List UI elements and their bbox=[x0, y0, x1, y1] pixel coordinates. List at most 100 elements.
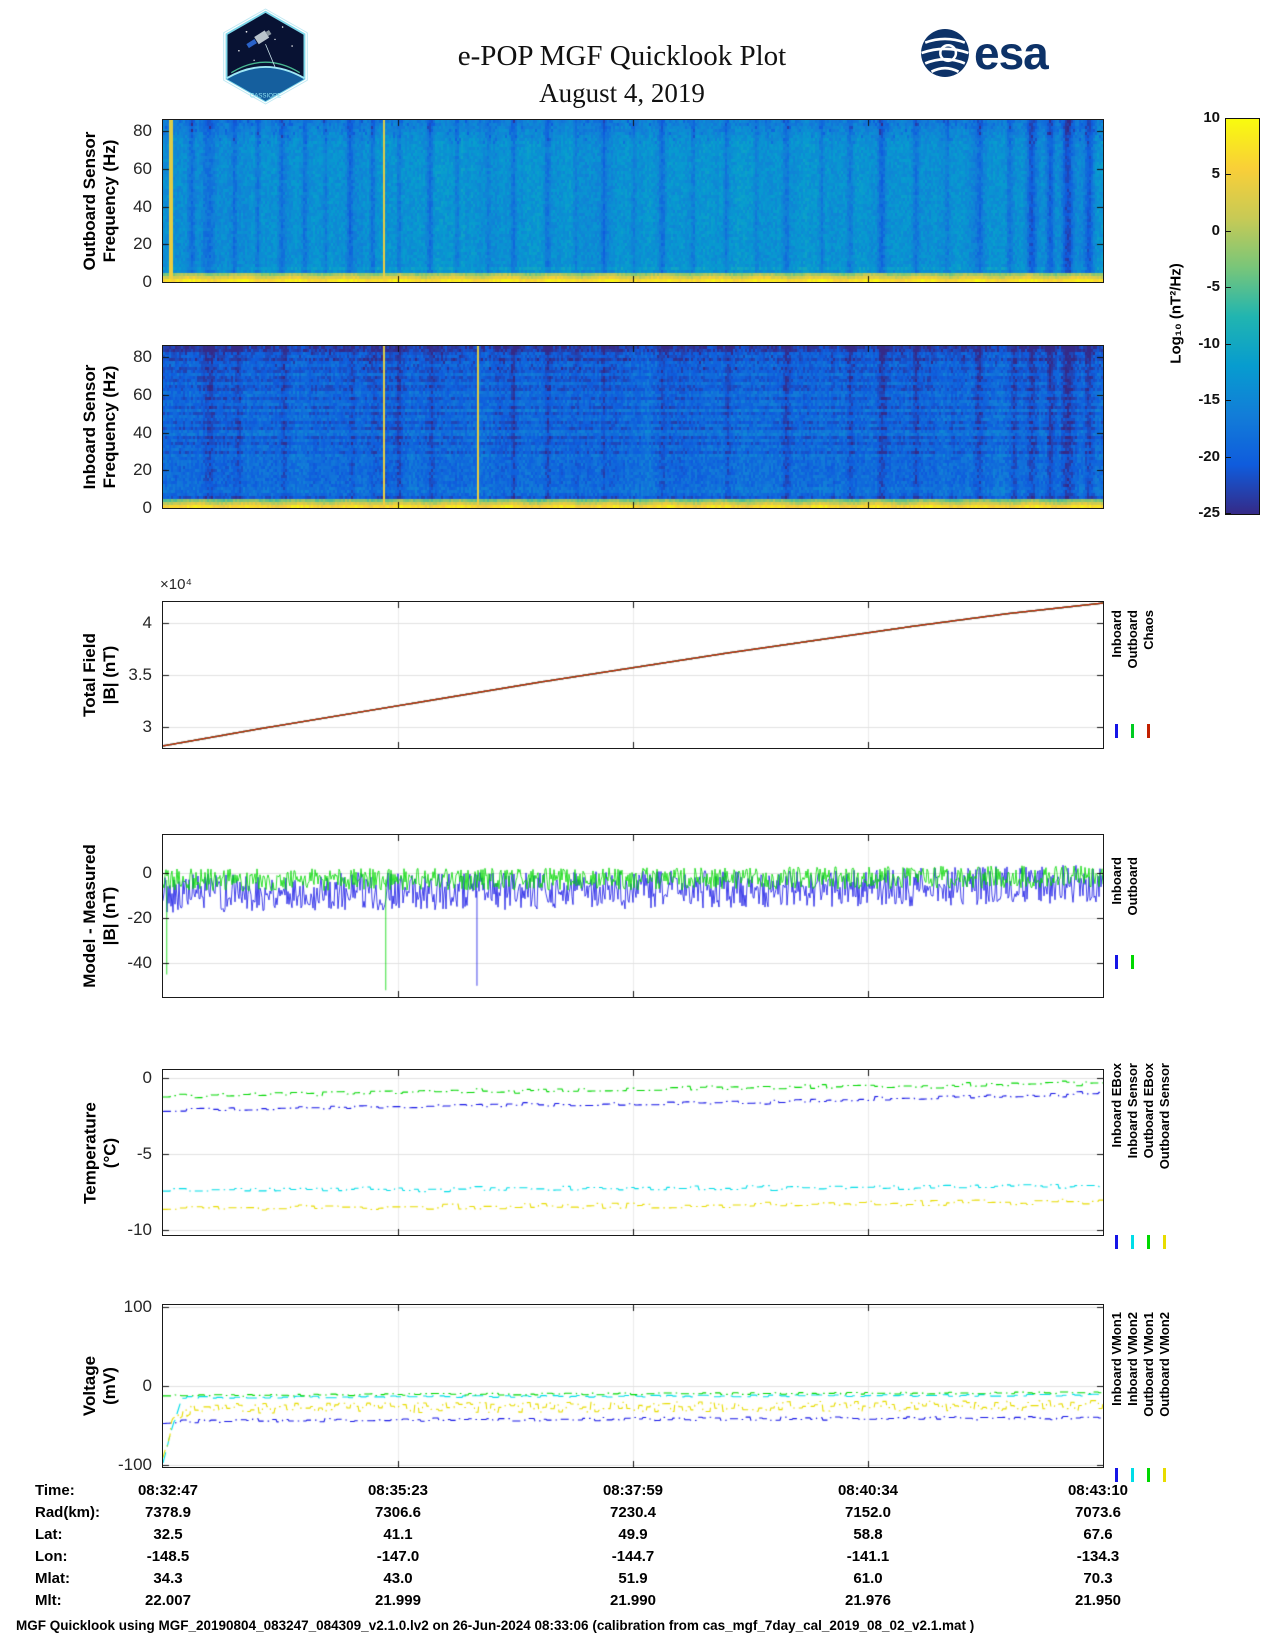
legend-entry: Inboard VMon2 bbox=[1124, 1312, 1140, 1482]
legend-label: Inboard EBox bbox=[1108, 1063, 1124, 1148]
legend-entry: Outboard Sensor bbox=[1156, 1063, 1172, 1249]
y-tick-label: 4 bbox=[142, 612, 152, 632]
ephemeris-value: 22.007 bbox=[145, 1592, 191, 1609]
inboard-spectrogram-plot bbox=[162, 345, 1104, 509]
y-tick-label: -10 bbox=[127, 1220, 152, 1240]
legend-model-minus-measured: Inboard Outboard bbox=[1108, 857, 1140, 969]
colorbar-tick-label: 0 bbox=[1211, 221, 1220, 239]
colorbar-tick-label: -15 bbox=[1198, 391, 1220, 409]
y-tick-label: 0 bbox=[142, 1376, 152, 1396]
voltage-plot bbox=[162, 1304, 1104, 1468]
ephemeris-value: 67.6 bbox=[1083, 1526, 1113, 1543]
ephemeris-value: -144.7 bbox=[611, 1548, 655, 1565]
ephemeris-value: 41.1 bbox=[383, 1526, 413, 1543]
y-tick-label: -100 bbox=[117, 1455, 152, 1475]
ephemeris-value: 21.976 bbox=[845, 1592, 891, 1609]
legend-line-marker bbox=[1162, 1468, 1166, 1482]
legend-label: Inboard bbox=[1108, 857, 1124, 905]
ephemeris-value: 21.950 bbox=[1075, 1592, 1121, 1609]
ephemeris-value: 7073.6 bbox=[1075, 1504, 1121, 1521]
satellite-icon bbox=[246, 29, 272, 49]
ephemeris-value: 43.0 bbox=[383, 1570, 413, 1587]
colorbar-tick-mark bbox=[1225, 118, 1231, 119]
y-tick-label: -40 bbox=[127, 953, 152, 973]
colorbar-tick-label: 5 bbox=[1211, 165, 1220, 183]
y-tick-label: -5 bbox=[136, 1144, 152, 1164]
legend-total-field: Inboard Outboard Chaos bbox=[1108, 610, 1156, 738]
colorbar-tick-mark bbox=[1225, 513, 1231, 514]
legend-line-marker bbox=[1130, 1235, 1134, 1249]
ephemeris-row-label: Rad(km): bbox=[35, 1504, 101, 1521]
legend-line-marker bbox=[1114, 1235, 1118, 1249]
y-tick-label: 80 bbox=[133, 121, 152, 141]
ephemeris-value: 21.990 bbox=[610, 1592, 656, 1609]
y-tick-label: 0 bbox=[142, 1068, 152, 1088]
ephemeris-row-label: Mlt: bbox=[35, 1592, 62, 1609]
colorbar-tick-label: -20 bbox=[1198, 447, 1220, 465]
ephemeris-value: 08:40:34 bbox=[837, 1482, 899, 1499]
colorbar bbox=[1225, 118, 1260, 515]
y-tick-label: 20 bbox=[133, 234, 152, 254]
colorbar-tick-label: -10 bbox=[1198, 334, 1220, 352]
y-tick-label: 40 bbox=[133, 196, 152, 216]
esa-wordmark: esa bbox=[974, 27, 1049, 79]
y-tick-label: 3.5 bbox=[128, 665, 152, 684]
legend-line-marker bbox=[1114, 724, 1118, 738]
legend-label: Outboard Sensor bbox=[1156, 1063, 1172, 1170]
ephemeris-row-label: Lat: bbox=[35, 1526, 63, 1543]
ephemeris-value: 08:32:47 bbox=[137, 1482, 199, 1499]
ephemeris-value: 08:35:23 bbox=[367, 1482, 429, 1499]
y-tick-label: 3 bbox=[142, 717, 152, 737]
ephemeris-value: 08:37:59 bbox=[602, 1482, 664, 1499]
legend-entry: Inboard Sensor bbox=[1124, 1063, 1140, 1249]
y-axis-exponent-label: ×10⁴ bbox=[160, 576, 192, 593]
colorbar-tick-label: -5 bbox=[1206, 278, 1220, 296]
ephemeris-value: -147.0 bbox=[376, 1548, 420, 1565]
y-tick-label: 40 bbox=[133, 422, 152, 442]
y-tick-label: 0 bbox=[142, 498, 152, 517]
colorbar-tick-mark bbox=[1225, 344, 1231, 345]
ephemeris-value: 7152.0 bbox=[845, 1504, 891, 1521]
temperature-plot bbox=[162, 1069, 1104, 1236]
ephemeris-value: 70.3 bbox=[1083, 1570, 1113, 1587]
mission-patch-label: CASSIOPE bbox=[250, 92, 281, 99]
legend-label: Inboard Sensor bbox=[1124, 1063, 1140, 1159]
legend-entry: Inboard VMon1 bbox=[1108, 1312, 1124, 1482]
legend-temperature: Inboard EBox Inboard Sensor Outboard EBox O… bbox=[1108, 1063, 1172, 1249]
legend-line-marker bbox=[1130, 1468, 1134, 1482]
legend-entry: Inboard EBox bbox=[1108, 1063, 1124, 1249]
y-tick-label: 0 bbox=[142, 272, 152, 291]
ephemeris-value: 7306.6 bbox=[375, 1504, 421, 1521]
legend-label: Outboard VMon1 bbox=[1140, 1312, 1156, 1417]
ephemeris-value: 08:43:10 bbox=[1067, 1482, 1129, 1499]
cassiope-mission-patch: CASSIOPE bbox=[218, 8, 313, 110]
ephemeris-value: 7230.4 bbox=[610, 1504, 656, 1521]
esa-globe-icon bbox=[921, 29, 969, 77]
legend-line-marker bbox=[1114, 955, 1118, 969]
colorbar-tick-label: -25 bbox=[1198, 504, 1220, 521]
colorbar-tick-mark bbox=[1225, 231, 1231, 232]
y-tick-label: -20 bbox=[127, 908, 152, 928]
colorbar-tick-mark bbox=[1225, 174, 1231, 175]
legend-entry: Outboard VMon2 bbox=[1156, 1312, 1172, 1482]
legend-line-marker bbox=[1146, 724, 1150, 738]
ephemeris-value: 32.5 bbox=[153, 1526, 183, 1543]
legend-label: Inboard VMon1 bbox=[1108, 1312, 1124, 1406]
ephemeris-row-label: Mlat: bbox=[35, 1570, 70, 1587]
legend-entry: Outboard bbox=[1124, 610, 1140, 738]
colorbar-tick-mark bbox=[1225, 457, 1231, 458]
legend-entry: Inboard bbox=[1108, 857, 1124, 969]
legend-label: Inboard bbox=[1108, 610, 1124, 658]
footer-provenance-text: MGF Quicklook using MGF_20190804_083247_… bbox=[16, 1618, 975, 1633]
legend-label: Outboard VMon2 bbox=[1156, 1312, 1172, 1417]
y-tick-label: 60 bbox=[133, 384, 152, 404]
legend-entry: Chaos bbox=[1140, 610, 1156, 738]
ephemeris-value: -148.5 bbox=[146, 1548, 190, 1565]
legend-label: Inboard VMon2 bbox=[1124, 1312, 1140, 1406]
legend-entry: Outboard EBox bbox=[1140, 1063, 1156, 1249]
ephemeris-row-label: Lon: bbox=[35, 1548, 68, 1565]
legend-label: Outboard EBox bbox=[1140, 1063, 1156, 1159]
ephemeris-value: 51.9 bbox=[618, 1570, 648, 1587]
ephemeris-value: 21.999 bbox=[375, 1592, 421, 1609]
